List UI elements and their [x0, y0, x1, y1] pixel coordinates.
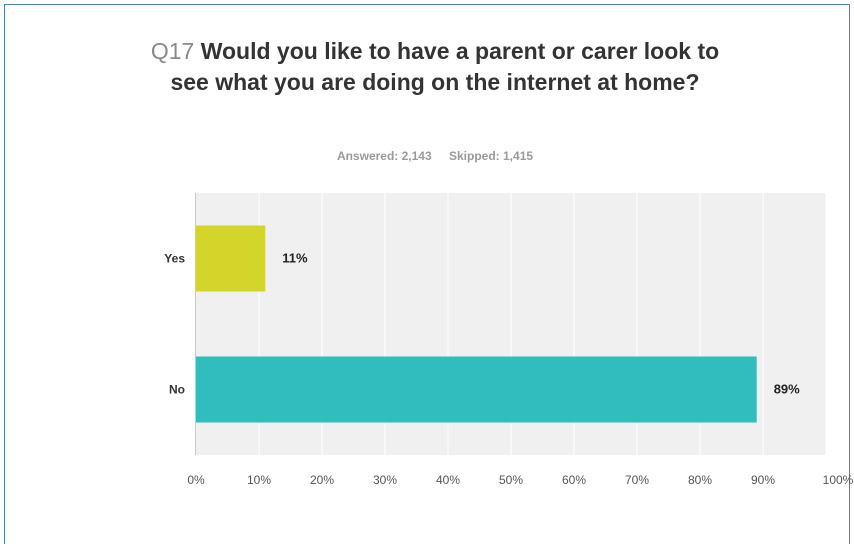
answered-count: Answered: 2,143	[336, 149, 432, 163]
x-tick-label: 50%	[499, 473, 523, 487]
chart-title: Q17 Would you like to have a parent or c…	[140, 36, 730, 98]
question-text: Would you like to have a parent or carer…	[170, 38, 720, 95]
x-tick-label: 40%	[436, 473, 460, 487]
x-tick-label: 90%	[751, 473, 775, 487]
data-label-yes: 11%	[282, 251, 308, 266]
x-tick-label: 80%	[688, 473, 712, 487]
bar-yes	[196, 225, 266, 292]
x-tick-label: 10%	[247, 473, 271, 487]
x-tick-label: 0%	[187, 473, 205, 487]
category-label-no: No	[169, 383, 185, 397]
x-tick-label: 30%	[373, 473, 397, 487]
x-tick-label: 60%	[562, 473, 586, 487]
response-stats: Answered: 2,143 Skipped: 1,415	[200, 149, 670, 163]
data-label-no: 89%	[774, 382, 800, 397]
x-tick-label: 70%	[625, 473, 649, 487]
question-number: Q17	[150, 38, 195, 64]
x-tick-label: 20%	[310, 473, 334, 487]
x-tick-label: 100%	[823, 473, 854, 487]
skipped-count: Skipped: 1,415	[449, 149, 534, 163]
bar-no	[196, 356, 757, 423]
category-label-yes: Yes	[164, 252, 185, 266]
